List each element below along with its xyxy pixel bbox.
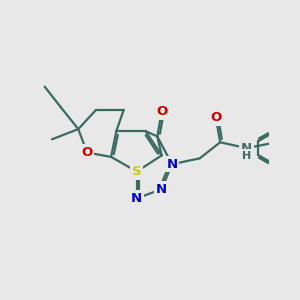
Text: S: S xyxy=(132,165,142,178)
Text: O: O xyxy=(210,111,221,124)
Text: H: H xyxy=(242,151,251,161)
Text: N: N xyxy=(241,142,252,154)
Text: N: N xyxy=(131,192,142,205)
Text: O: O xyxy=(156,105,167,118)
Text: N: N xyxy=(156,183,167,196)
Text: N: N xyxy=(167,158,178,171)
Text: O: O xyxy=(81,146,93,159)
